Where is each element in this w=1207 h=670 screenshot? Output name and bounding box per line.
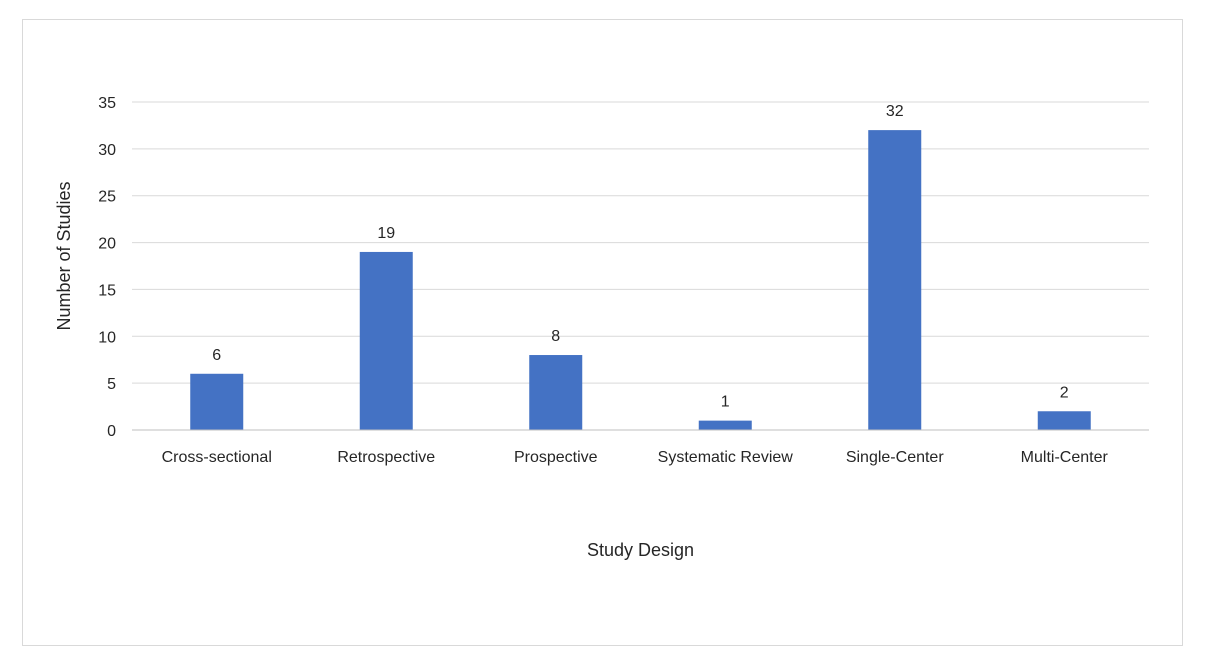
data-label: 19: [377, 225, 395, 242]
data-label: 6: [212, 347, 221, 364]
bar: [359, 251, 413, 430]
bar: [1037, 411, 1091, 430]
x-category-label: Single-Center: [846, 449, 945, 466]
bar: [190, 373, 244, 430]
bars: [190, 130, 1091, 430]
chart-frame: [22, 19, 1183, 646]
y-tick-label: 20: [98, 236, 116, 253]
y-tick-label: 5: [107, 376, 116, 393]
y-tick-label: 25: [98, 189, 116, 206]
bar: [698, 420, 752, 430]
x-axis-categories: Cross-sectional Retrospective Prospective S…: [162, 449, 1109, 466]
gridlines: [132, 101, 1149, 384]
data-labels: 6 19 8 1 32 2: [212, 103, 1069, 411]
data-label: 8: [551, 328, 560, 345]
x-category-label: Multi-Center: [1021, 449, 1109, 466]
y-tick-label: 15: [98, 282, 116, 299]
data-label: 2: [1060, 384, 1069, 401]
y-tick-label: 10: [98, 329, 116, 346]
data-label: 32: [886, 103, 904, 120]
x-category-label: Prospective: [514, 449, 598, 466]
x-axis-title: Study Design: [587, 540, 694, 560]
y-axis-title: Number of Studies: [54, 181, 74, 330]
y-axis-ticks: 0 5 10 15 20 25 30 35: [98, 95, 116, 440]
bar: [529, 355, 583, 430]
y-tick-label: 35: [98, 95, 116, 112]
bar: [868, 130, 922, 430]
x-category-label: Retrospective: [337, 449, 435, 466]
y-tick-label: 30: [98, 142, 116, 159]
data-label: 1: [721, 394, 730, 411]
y-tick-label: 0: [107, 423, 116, 440]
x-category-label: Systematic Review: [658, 449, 794, 466]
x-category-label: Cross-sectional: [162, 449, 272, 466]
